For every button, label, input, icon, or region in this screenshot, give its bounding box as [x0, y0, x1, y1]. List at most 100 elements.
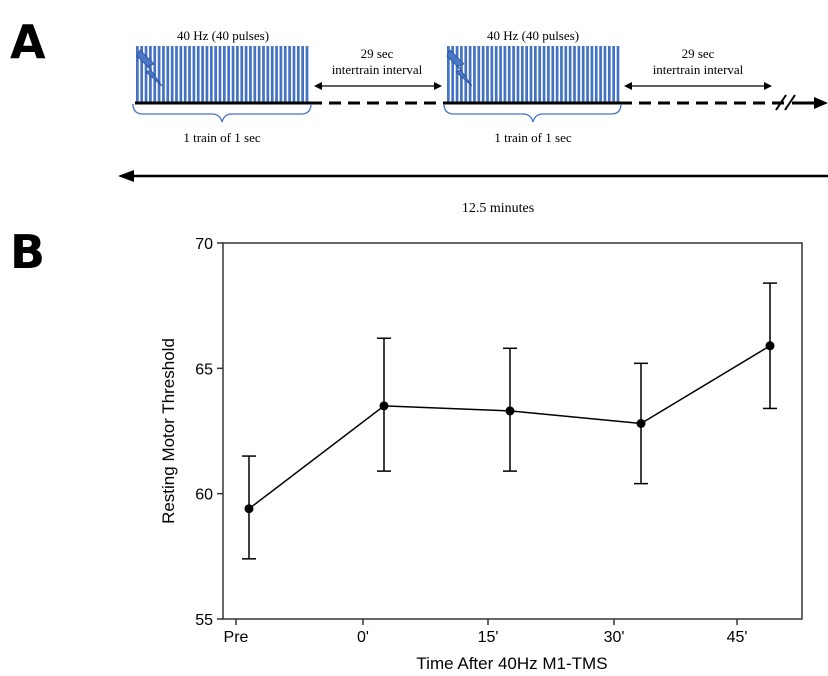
- data-point: [505, 406, 515, 416]
- arrowhead-left: [624, 82, 632, 90]
- pulse-bar: [455, 46, 459, 102]
- pulse-bar: [447, 46, 450, 102]
- pulse-train-1: [136, 46, 310, 102]
- pulse-bar: [534, 46, 537, 102]
- pulse-bar: [192, 46, 196, 102]
- pulse-bar: [253, 46, 257, 102]
- pulse-bar: [494, 46, 498, 102]
- arrowhead-right: [764, 82, 772, 90]
- pulse-bar: [244, 46, 248, 102]
- pulse-bar: [292, 46, 296, 102]
- pulse-bar: [179, 46, 183, 102]
- pulse-bar: [270, 46, 274, 102]
- pulse-bar: [166, 46, 170, 102]
- pulse-bar: [205, 46, 209, 102]
- interval-1-label-line1: 29 sec: [361, 46, 394, 61]
- interval-1-label-line2: intertrain interval: [332, 62, 423, 77]
- pulse-bar: [555, 46, 559, 102]
- pulse-bar: [542, 46, 546, 102]
- train-2-frequency-label: 40 Hz (40 pulses): [487, 28, 579, 43]
- y-tick-label: 65: [195, 361, 213, 378]
- pulse-bar: [564, 46, 568, 102]
- pulse-bar: [183, 46, 187, 102]
- pulse-bar: [157, 46, 161, 102]
- x-tick-label: 0': [357, 629, 369, 646]
- pulse-bar: [473, 46, 476, 102]
- pulse-bar: [288, 46, 291, 102]
- data-point: [379, 401, 389, 411]
- pulse-bar: [499, 46, 502, 102]
- data-point: [244, 504, 254, 514]
- pulse-bar: [262, 46, 265, 102]
- pulse-bar: [538, 46, 542, 102]
- pulse-bar: [477, 46, 481, 102]
- lightning-bolt-icon: [136, 49, 163, 87]
- pulse-bar: [283, 46, 287, 102]
- pulse-bar: [266, 46, 270, 102]
- pulse-bar: [209, 46, 213, 102]
- train-2-duration-label: 1 train of 1 sec: [494, 130, 571, 145]
- pulse-bar: [240, 46, 244, 102]
- pulse-bar: [301, 46, 304, 102]
- rmt-line-chart: 55 60 65 70 Pre 0' 15' 30' 45' Resting Motor Th…: [159, 236, 803, 673]
- train-1-duration-label: 1 train of 1 sec: [183, 130, 260, 145]
- y-tick-label: 60: [195, 487, 213, 504]
- interval-2-label-line1: 29 sec: [682, 46, 715, 61]
- train-1-brace: [132, 103, 312, 123]
- x-tick-label: Pre: [224, 629, 249, 646]
- pulse-bar: [218, 46, 222, 102]
- pulse-bar: [451, 46, 455, 102]
- pulse-bar: [170, 46, 174, 102]
- y-tick-label: 55: [195, 612, 213, 629]
- pulse-bar: [599, 46, 602, 102]
- pulse-bar: [560, 46, 563, 102]
- x-tick-label: 15': [478, 629, 499, 646]
- pulse-bar: [227, 46, 231, 102]
- pulse-bar: [162, 46, 165, 102]
- pulse-bar: [296, 46, 300, 102]
- pulse-bar: [512, 46, 515, 102]
- pulse-bar: [481, 46, 485, 102]
- pulse-bar: [144, 46, 148, 102]
- pulse-bar: [153, 46, 157, 102]
- arrowhead-right: [434, 82, 442, 90]
- data-point: [765, 341, 775, 351]
- pulse-bar: [577, 46, 581, 102]
- y-axis-label: Resting Motor Threshold: [159, 338, 178, 524]
- pulse-bar: [568, 46, 572, 102]
- y-tick-label: 70: [195, 236, 213, 253]
- pulse-bar: [594, 46, 598, 102]
- pulse-bar: [468, 46, 472, 102]
- pulse-bar: [586, 46, 589, 102]
- pulse-bar: [607, 46, 611, 102]
- pulse-bar: [507, 46, 511, 102]
- timeline-arrowhead: [814, 97, 828, 109]
- pulse-bar: [603, 46, 607, 102]
- pulse-bar: [136, 46, 139, 102]
- pulse-bar: [525, 46, 528, 102]
- pulse-bar: [486, 46, 489, 102]
- pulse-bar: [223, 46, 226, 102]
- pulse-bar: [616, 46, 620, 102]
- pulse-bar: [196, 46, 200, 102]
- x-tick-label: 30': [604, 629, 625, 646]
- total-duration-label: 12.5 minutes: [462, 201, 534, 216]
- pulse-bar: [275, 46, 278, 102]
- pulse-bar: [249, 46, 252, 102]
- pulse-train-2: [447, 46, 621, 102]
- pulse-bar: [612, 46, 615, 102]
- axis-break-mark: [784, 94, 796, 111]
- pulse-bar: [236, 46, 239, 102]
- pulse-bar: [547, 46, 550, 102]
- panel-a-letter: A: [10, 15, 46, 69]
- pulse-bar: [188, 46, 191, 102]
- train-1-frequency-label: 40 Hz (40 pulses): [177, 28, 269, 43]
- pulse-bar: [279, 46, 283, 102]
- pulse-bar: [140, 46, 144, 102]
- pulse-bar: [214, 46, 217, 102]
- pulse-bar: [551, 46, 555, 102]
- axis-break-mark: [775, 94, 787, 111]
- pulse-bar: [231, 46, 235, 102]
- train-2-brace: [443, 103, 622, 123]
